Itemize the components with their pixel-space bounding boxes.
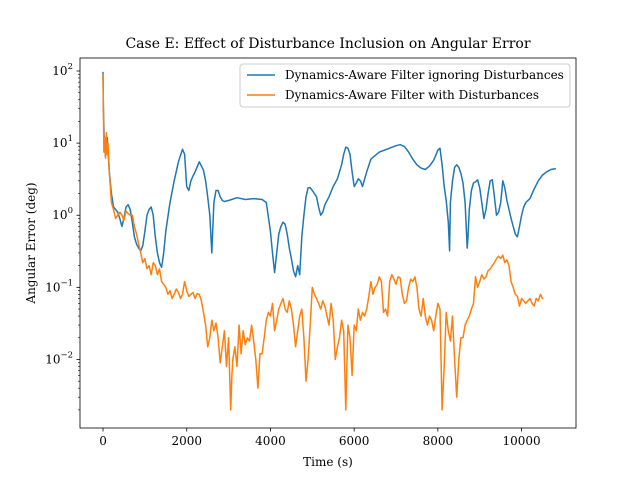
series-layer [102, 71, 556, 411]
x-tick-label: 10000 [502, 434, 540, 448]
x-axis-ticks: 0 2000 4000 6000 8000 10000 [99, 428, 541, 448]
x-tick-label: 2000 [171, 434, 202, 448]
y-tick-label: 100 [52, 206, 73, 222]
series-line-with-disturbances [102, 73, 544, 411]
legend-box [239, 63, 571, 108]
x-tick-label: 4000 [255, 434, 286, 448]
x-axis-label: Time (s) [303, 455, 353, 469]
axes-frame [79, 57, 577, 429]
legend: Dynamics-Aware Filter ignoring Disturban… [239, 63, 571, 108]
legend-label-ignoring: Dynamics-Aware Filter ignoring Disturban… [285, 68, 564, 82]
x-tick-label: 0 [99, 434, 107, 448]
x-tick-label: 8000 [423, 434, 454, 448]
y-tick-label: 102 [52, 62, 73, 78]
chart-title: Case E: Effect of Disturbance Inclusion … [125, 36, 530, 52]
series-line-ignoring-disturbances [102, 71, 556, 278]
y-tick-label: 10−1 [45, 278, 73, 294]
y-axis-ticks: 10−2 10−1 100 101 102 [45, 62, 80, 411]
y-axis-label: Angular Error (deg) [24, 182, 38, 304]
y-tick-label: 10−2 [45, 350, 73, 366]
x-tick-label: 6000 [339, 434, 370, 448]
legend-label-with: Dynamics-Aware Filter with Disturbances [285, 88, 539, 102]
y-tick-label: 101 [52, 134, 73, 150]
